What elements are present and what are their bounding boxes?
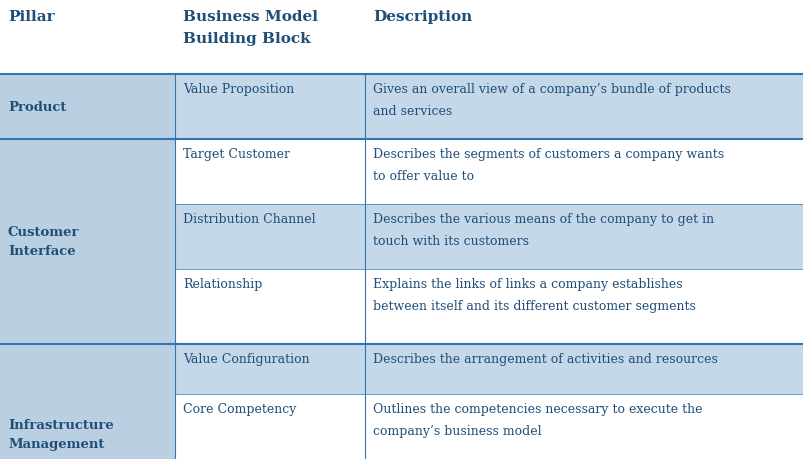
Text: Product: Product	[8, 101, 67, 114]
Text: between itself and its different customer segments: between itself and its different custome…	[373, 299, 695, 312]
Bar	[0, 205, 803, 269]
Text: touch with its customers: touch with its customers	[373, 235, 528, 247]
Text: Gives an overall view of a company’s bundle of products: Gives an overall view of a company’s bun…	[373, 83, 730, 96]
Text: Pillar: Pillar	[8, 10, 55, 24]
Text: Outlines the competencies necessary to execute the: Outlines the competencies necessary to e…	[373, 402, 702, 415]
Text: Distribution Channel: Distribution Channel	[183, 213, 316, 225]
Text: Relationship: Relationship	[183, 277, 262, 291]
Text: Value Proposition: Value Proposition	[183, 83, 294, 96]
Text: Target Customer: Target Customer	[183, 148, 290, 161]
Text: company’s business model: company’s business model	[373, 424, 541, 437]
Text: Value Configuration: Value Configuration	[183, 352, 309, 365]
Bar	[0, 140, 175, 344]
Text: Infrastructure
Management: Infrastructure Management	[8, 418, 113, 450]
Bar	[0, 394, 803, 459]
Bar	[0, 0, 803, 75]
Bar	[0, 75, 175, 140]
Text: Describes the various means of the company to get in: Describes the various means of the compa…	[373, 213, 713, 225]
Text: Describes the segments of customers a company wants: Describes the segments of customers a co…	[373, 148, 724, 161]
Text: Business Model: Business Model	[183, 10, 318, 24]
Text: and services: and services	[373, 105, 451, 118]
Bar	[0, 344, 803, 394]
Bar	[0, 75, 803, 140]
Text: Explains the links of links a company establishes: Explains the links of links a company es…	[373, 277, 682, 291]
Bar	[0, 344, 175, 459]
Text: to offer value to: to offer value to	[373, 170, 474, 183]
Text: Core Competency: Core Competency	[183, 402, 296, 415]
Text: Description: Description	[373, 10, 471, 24]
Bar	[0, 140, 803, 205]
Bar	[0, 269, 803, 344]
Text: Describes the arrangement of activities and resources: Describes the arrangement of activities …	[373, 352, 717, 365]
Text: Building Block: Building Block	[183, 32, 310, 46]
Text: Customer
Interface: Customer Interface	[8, 226, 79, 258]
